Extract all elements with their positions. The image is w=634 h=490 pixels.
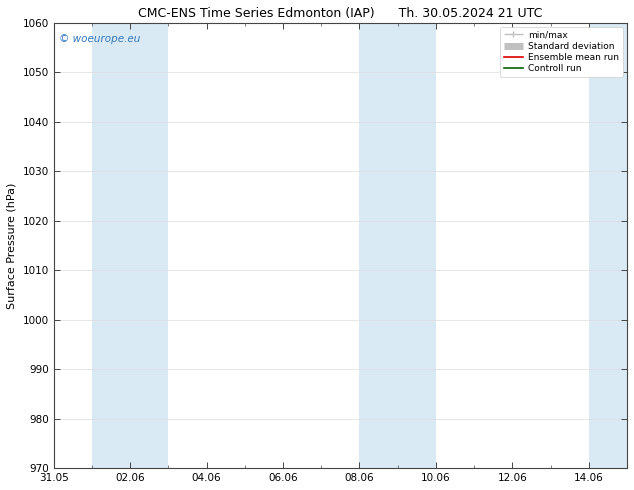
Text: © woeurope.eu: © woeurope.eu — [60, 34, 141, 44]
Y-axis label: Surface Pressure (hPa): Surface Pressure (hPa) — [7, 182, 17, 309]
Title: CMC-ENS Time Series Edmonton (IAP)      Th. 30.05.2024 21 UTC: CMC-ENS Time Series Edmonton (IAP) Th. 3… — [138, 7, 543, 20]
Bar — [589, 23, 627, 468]
Legend: min/max, Standard deviation, Ensemble mean run, Controll run: min/max, Standard deviation, Ensemble me… — [500, 27, 623, 77]
Bar — [92, 23, 168, 468]
Bar — [359, 23, 436, 468]
